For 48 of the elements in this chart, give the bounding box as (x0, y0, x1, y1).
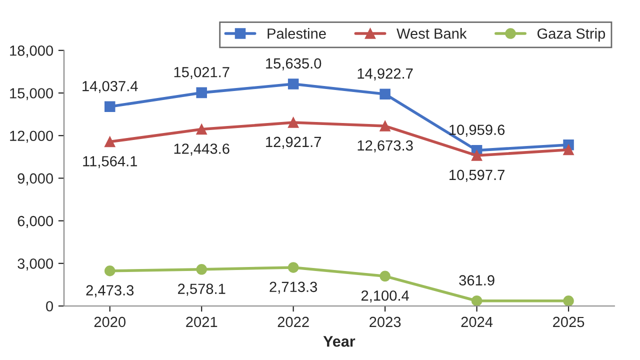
data-label: 2,100.4 (361, 290, 409, 302)
point (104, 266, 116, 276)
y-tick-label: 6,000 (18, 216, 54, 228)
data-label: 11,564.1 (83, 156, 138, 168)
x-tick-label: 2020 (94, 316, 126, 328)
y-tick-label: 3,000 (18, 258, 54, 271)
point (288, 78, 299, 90)
y-tick-label: 15,000 (10, 88, 54, 100)
point (196, 124, 207, 135)
x-tick-label: 2024 (461, 316, 493, 328)
data-label: 15,635.0 (266, 58, 322, 70)
point (471, 150, 482, 161)
x-tick-label: 2022 (278, 316, 309, 328)
y-tick-label: 9,000 (18, 173, 54, 186)
data-label: 14,922.7 (358, 68, 413, 80)
point (471, 295, 482, 306)
data-label: 10,959.6 (450, 124, 505, 137)
data-label: 361.9 (459, 275, 494, 286)
data-label: 2,713.3 (270, 282, 318, 294)
x-tick-label: 2023 (370, 316, 401, 328)
data-label: 12,921.7 (266, 136, 321, 149)
point (563, 144, 574, 156)
x-axis-title: Year (323, 336, 356, 347)
data-label: 14,037.4 (82, 80, 138, 94)
data-label: 10,597.7 (450, 170, 504, 182)
y-tick-label: 12,000 (10, 130, 54, 143)
point (104, 136, 116, 148)
data-label: 2,578.1 (178, 284, 226, 296)
point (563, 296, 574, 306)
point (288, 117, 299, 128)
point (196, 87, 207, 98)
point (380, 120, 390, 132)
legend-label: Gaza Strip (537, 28, 606, 42)
data-label: 12,443.6 (174, 144, 230, 156)
y-tick-label: 18,000 (10, 46, 54, 58)
point (104, 101, 116, 112)
point (380, 88, 390, 100)
y-tick-label: 0 (46, 301, 54, 312)
point (380, 270, 390, 282)
data-label: 12,673.3 (358, 140, 413, 152)
x-tick-label: 2025 (553, 316, 584, 328)
legend-label: West Bank (396, 28, 467, 39)
point (196, 264, 207, 275)
data-label: 15,021.7 (174, 66, 230, 80)
data-label: 2,473.3 (86, 285, 134, 298)
x-tick-label: 2021 (186, 316, 218, 328)
point (288, 262, 299, 273)
legend-label: Palestine (268, 28, 326, 39)
